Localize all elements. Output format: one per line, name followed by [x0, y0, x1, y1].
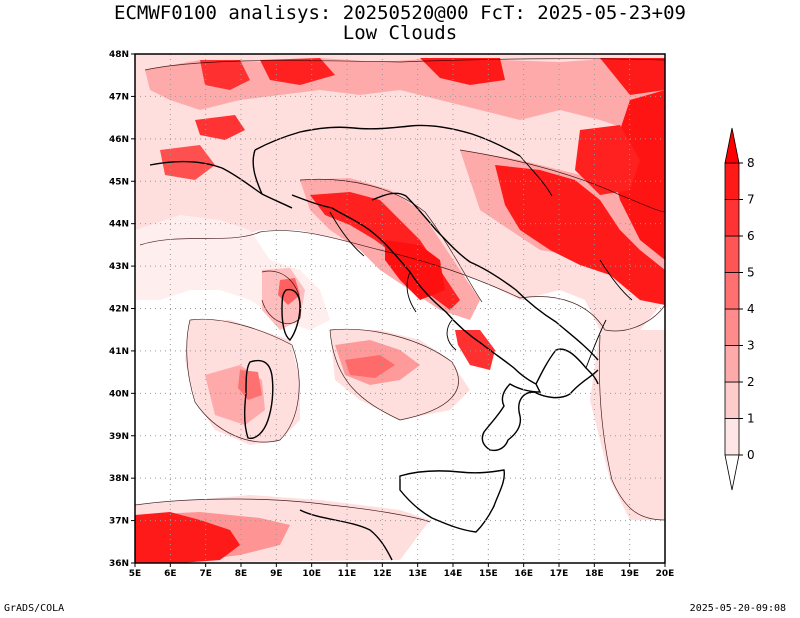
colorbar-segment: [724, 199, 740, 237]
map-subtitle: Low Clouds: [342, 22, 458, 44]
colorbar-min-arrow: [724, 454, 740, 491]
lon-axis: 5E 6E 7E 8E 9E 10E 11E 12E 13E 14E 15E 16E 17E 18E 19E…: [129, 563, 675, 579]
lon-tick-label: 13E: [408, 569, 427, 579]
lon-tick-label: 6E: [164, 569, 176, 579]
colorbar-segment: [724, 308, 740, 346]
lat-tick-label: 47N: [109, 92, 129, 102]
lat-tick-label: 36N: [109, 559, 129, 569]
map-title: ECMWF0100 analisys: 20250520@00 FcT: 202…: [114, 2, 686, 24]
lon-tick-label: 12E: [373, 569, 392, 579]
colorbar-label: 4: [747, 302, 755, 316]
lon-tick-label: 8E: [235, 569, 247, 579]
colorbar-label: 6: [747, 229, 755, 243]
lon-tick-label: 18E: [585, 569, 604, 579]
lat-tick-label: 42N: [109, 305, 129, 315]
footer-credit: GrADS/COLA: [4, 603, 65, 614]
colorbar-label: 5: [747, 266, 755, 280]
lon-tick-label: 9E: [270, 569, 282, 579]
colorbar-segment: [724, 381, 740, 419]
colorbar-segment: [724, 235, 740, 273]
lon-tick-label: 7E: [199, 569, 211, 579]
lat-tick-label: 48N: [109, 50, 129, 60]
lon-tick-label: 17E: [550, 569, 569, 579]
lat-tick-label: 43N: [109, 262, 129, 272]
lon-tick-label: 19E: [620, 569, 639, 579]
colorbar-label: 2: [747, 375, 755, 389]
lat-tick-label: 44N: [109, 220, 129, 230]
lat-axis: 36N 37N 38N 39N 40N 41N 42N 43N 44N 45N 46N 47N 48N: [109, 50, 135, 569]
lon-tick-label: 5E: [129, 569, 141, 579]
lon-tick-label: 20E: [656, 569, 675, 579]
lat-tick-label: 39N: [109, 432, 129, 442]
lat-tick-label: 37N: [109, 517, 129, 527]
colorbar-label: 1: [747, 412, 755, 426]
lon-tick-label: 14E: [444, 569, 463, 579]
cloud-field: [135, 54, 665, 563]
colorbar-segment: [724, 272, 740, 310]
lat-tick-label: 40N: [109, 389, 129, 399]
colorbar-max-arrow: [724, 127, 740, 164]
lat-tick-label: 46N: [109, 135, 129, 145]
lat-tick-label: 41N: [109, 347, 129, 357]
colorbar-label: 0: [747, 448, 755, 462]
lat-tick-label: 38N: [109, 474, 129, 484]
colorbar-segment: [724, 162, 740, 200]
colorbar-segment: [724, 345, 740, 383]
colorbar-label: 8: [747, 156, 755, 170]
lon-tick-label: 15E: [479, 569, 498, 579]
lon-tick-label: 10E: [302, 569, 321, 579]
colorbar: 0 1 2 3 4 5 6 7 8: [724, 127, 755, 491]
colorbar-label: 3: [747, 339, 755, 353]
colorbar-label: 7: [747, 193, 755, 207]
colorbar-segment: [724, 418, 740, 456]
lon-tick-label: 16E: [514, 569, 533, 579]
footer-timestamp: 2025-05-20-09:08: [689, 603, 786, 614]
graticule: [135, 54, 665, 563]
lat-tick-label: 45N: [109, 177, 129, 187]
lon-tick-label: 11E: [338, 569, 357, 579]
